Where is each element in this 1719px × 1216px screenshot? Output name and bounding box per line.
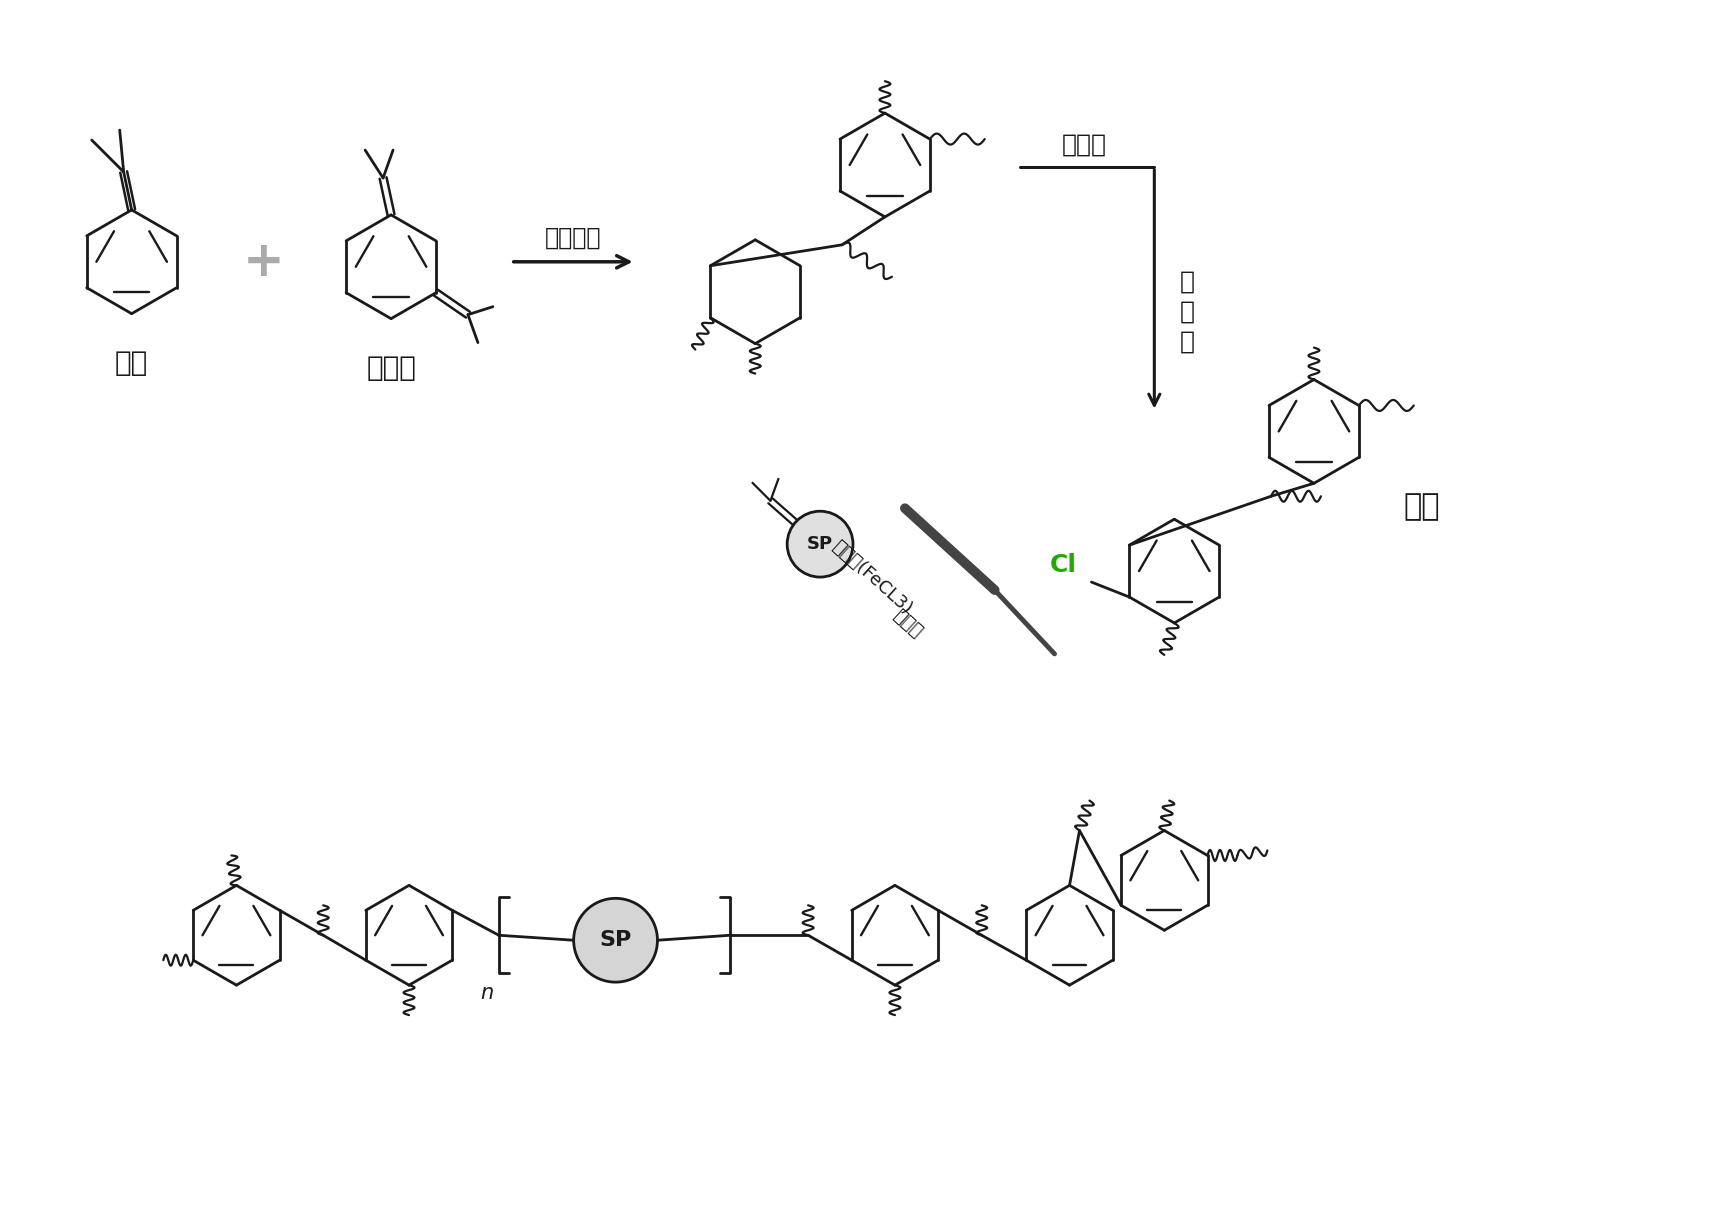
Text: 交联剂: 交联剂 [366, 354, 416, 382]
Text: 氯化铁(FeCL3): 氯化铁(FeCL3) [829, 537, 916, 619]
Text: 氯球: 氯球 [1404, 491, 1441, 520]
Circle shape [787, 511, 853, 578]
Text: 氯: 氯 [1179, 270, 1195, 294]
Text: 悬浮聚合: 悬浮聚合 [545, 226, 602, 249]
Text: n: n [481, 984, 493, 1003]
Text: 催化剂: 催化剂 [1062, 133, 1107, 157]
Text: SP: SP [806, 535, 834, 553]
Text: 硝基苯: 硝基苯 [890, 607, 927, 642]
Text: SP: SP [600, 930, 631, 950]
Text: Cl: Cl [1050, 553, 1076, 578]
Text: 甲: 甲 [1179, 299, 1195, 323]
Text: 醚: 醚 [1179, 330, 1195, 354]
Circle shape [574, 899, 657, 983]
Text: 单体: 单体 [115, 349, 148, 377]
Text: +: + [242, 238, 284, 286]
